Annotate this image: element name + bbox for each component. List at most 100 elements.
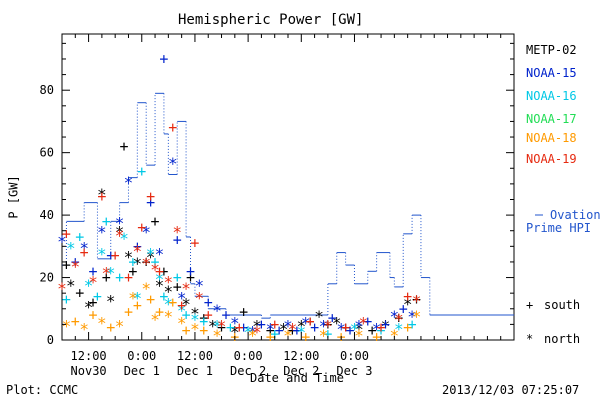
data-points: +* +*+*+**+*+* +*+*+* +*+* + * + *+* + * + * + * + * + * +… (57, 50, 421, 346)
point-noaa19: + (146, 187, 155, 205)
point-noaa16: * (106, 263, 116, 282)
point-metp02: * (279, 320, 289, 339)
point-noaa18: * (115, 316, 125, 335)
point-noaa16: * (394, 320, 404, 339)
point-noaa16: + (75, 228, 84, 246)
point-noaa15: * (212, 301, 222, 320)
point-noaa15: * (319, 316, 329, 335)
point-metp02: + (120, 137, 129, 155)
point-noaa18: + (133, 297, 142, 315)
point-noaa19: + (235, 319, 244, 337)
point-noaa19: + (270, 315, 279, 333)
point-metp02: + (102, 269, 111, 287)
y-tick-label: 40 (40, 208, 54, 222)
point-noaa19: * (57, 279, 67, 298)
point-noaa15: + (257, 315, 266, 333)
point-metp02: * (124, 248, 134, 267)
point-noaa18: + (372, 328, 381, 346)
point-noaa15: + (239, 319, 248, 337)
ovation-legend-label-2: Prime HPI (526, 221, 592, 235)
point-noaa15: + (328, 309, 337, 327)
point-metp02: + (159, 262, 168, 280)
point-noaa19: + (204, 306, 213, 324)
point-metp02: + (75, 284, 84, 302)
point-noaa18: * (319, 326, 329, 345)
x-tick-label-time: 12:00 (283, 349, 319, 363)
point-noaa16: * (212, 316, 222, 335)
point-noaa19: + (177, 297, 186, 315)
point-metp02: * (252, 316, 262, 335)
point-metp02: + (412, 290, 421, 308)
point-noaa19: * (323, 316, 333, 335)
point-noaa15: * (195, 276, 205, 295)
point-metp02: + (323, 315, 332, 333)
point-noaa16: * (133, 288, 143, 307)
x-tick-label-time: 12:00 (71, 349, 107, 363)
point-noaa15: + (173, 231, 182, 249)
point-noaa18: + (106, 319, 115, 337)
point-noaa15: * (141, 223, 151, 242)
point-metp02: + (199, 309, 208, 327)
point-noaa19: * (195, 288, 205, 307)
point-metp02: + (217, 319, 226, 337)
point-noaa16: + (199, 312, 208, 330)
point-noaa15: + (159, 50, 168, 68)
point-metp02: + (266, 322, 275, 340)
point-noaa16: + (408, 315, 417, 333)
point-metp02: * (230, 323, 240, 342)
x-tick-label-time: 0:00 (127, 349, 156, 363)
point-noaa16: * (84, 276, 94, 295)
point-noaa18: * (412, 307, 422, 326)
point-noaa19: + (62, 225, 71, 243)
y-tick-label: 80 (40, 83, 54, 97)
point-noaa15: + (381, 315, 390, 333)
point-noaa15: * (372, 320, 382, 339)
point-noaa19: * (88, 273, 98, 292)
point-metp02: * (296, 316, 306, 335)
point-metp02: + (128, 262, 137, 280)
point-metp02: + (239, 303, 248, 321)
point-noaa16: + (115, 269, 124, 287)
point-noaa19: + (137, 219, 146, 237)
point-metp02: * (155, 276, 165, 295)
point-noaa15: * (283, 316, 293, 335)
point-metp02: * (181, 295, 191, 314)
point-noaa15: + (310, 319, 319, 337)
legend-item-noaa15: NOAA-15 (526, 66, 577, 80)
point-noaa15: + (133, 237, 142, 255)
point-noaa18: * (248, 326, 258, 345)
south-marker-symbol: + (526, 298, 534, 312)
x-tick-label-date: Dec 1 (124, 364, 160, 378)
point-noaa16: + (173, 269, 182, 287)
point-metp02: * (314, 307, 324, 326)
point-noaa15: * (301, 313, 311, 332)
point-noaa18: * (177, 313, 187, 332)
point-metp02: * (190, 304, 200, 323)
point-metp02: * (66, 276, 76, 295)
point-noaa19: * (394, 310, 404, 329)
point-noaa19: * (181, 279, 191, 298)
point-noaa15: + (186, 262, 195, 280)
point-noaa18: + (199, 322, 208, 340)
point-noaa16: * (66, 238, 76, 257)
point-noaa18: + (168, 294, 177, 312)
point-metp02: + (368, 322, 377, 340)
point-noaa18: * (128, 288, 138, 307)
point-noaa16: * (155, 270, 165, 289)
point-noaa19: + (111, 247, 120, 265)
point-noaa19: * (359, 313, 369, 332)
point-metp02: * (133, 254, 143, 273)
point-noaa18: + (146, 290, 155, 308)
point-noaa18: * (164, 307, 174, 326)
point-noaa16: + (159, 287, 168, 305)
point-noaa18: * (79, 320, 89, 339)
point-noaa16: + (270, 325, 279, 343)
point-noaa16: + (151, 253, 160, 271)
point-noaa15: * (168, 154, 178, 173)
point-noaa19: * (115, 226, 125, 245)
point-noaa16: * (350, 320, 360, 339)
point-noaa18: + (89, 306, 98, 324)
x-tick-label-time: 0:00 (340, 349, 369, 363)
